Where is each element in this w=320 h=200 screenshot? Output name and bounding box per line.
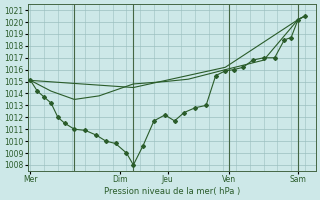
X-axis label: Pression niveau de la mer( hPa ): Pression niveau de la mer( hPa ) xyxy=(104,187,240,196)
